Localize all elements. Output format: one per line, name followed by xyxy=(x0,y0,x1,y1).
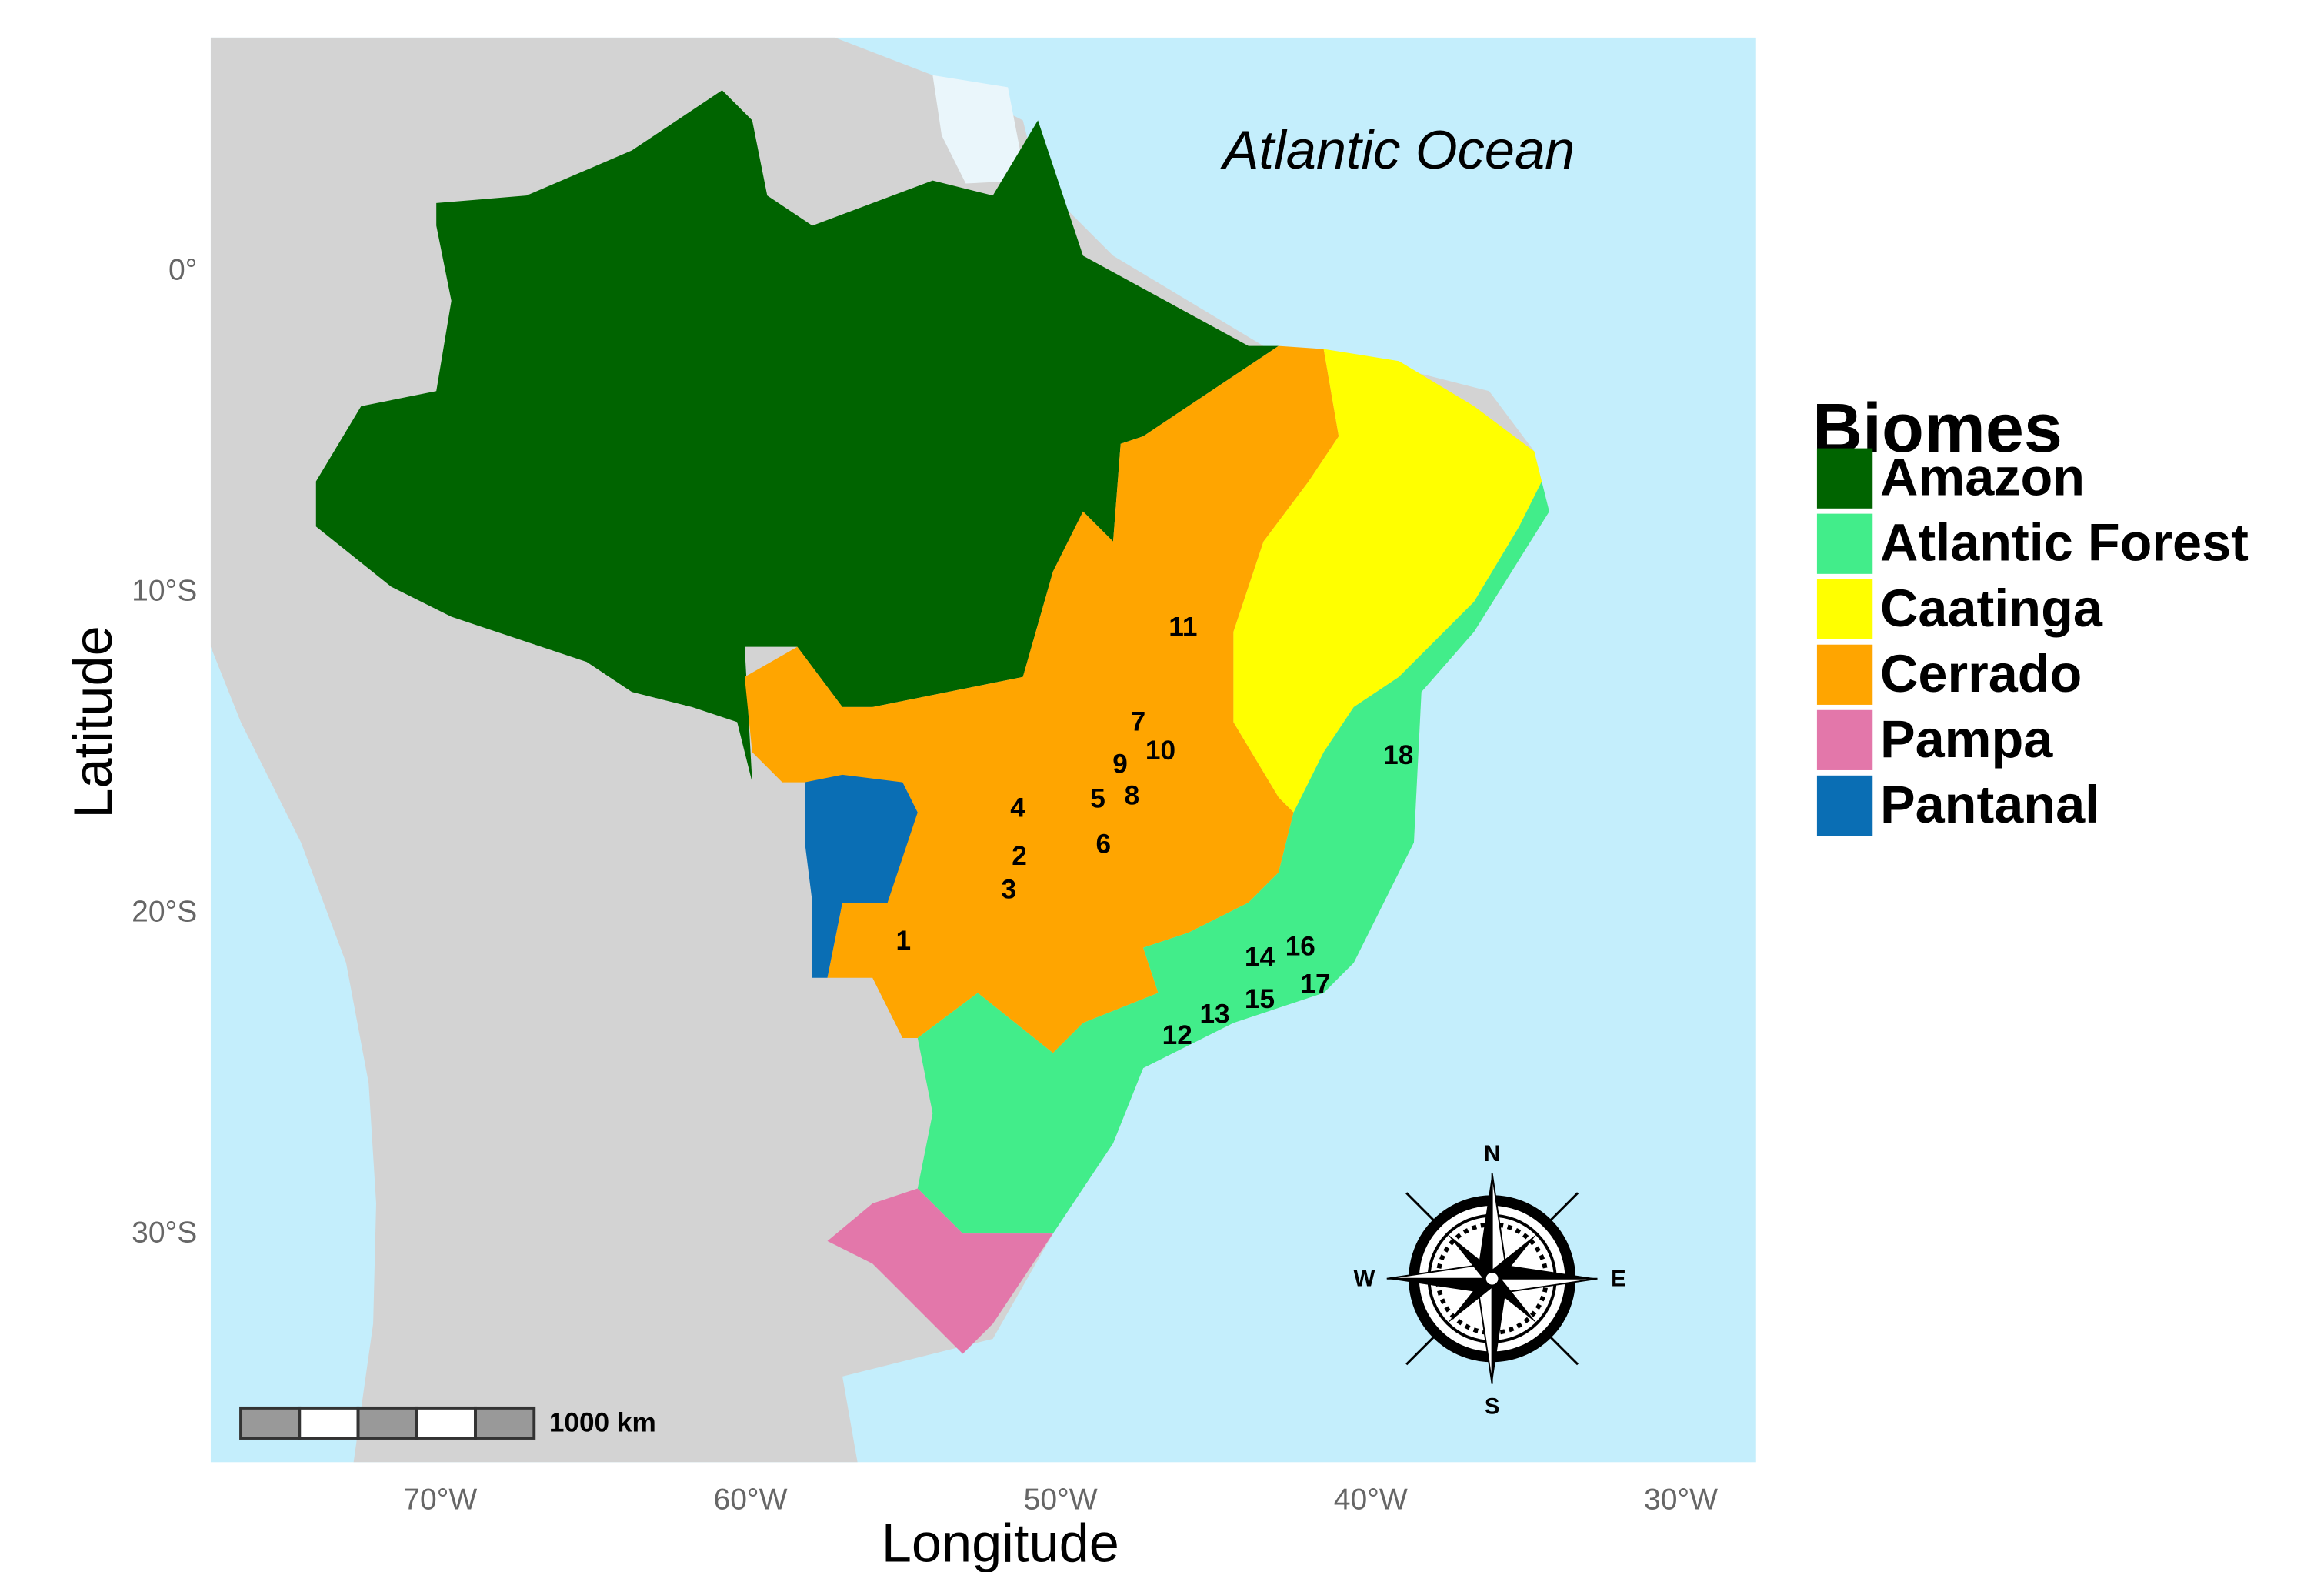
scale-bar: 1000 km xyxy=(239,1406,656,1440)
y-tick-label: 0° xyxy=(168,254,197,287)
y-axis-title: Latitude xyxy=(62,626,123,818)
legend-swatch xyxy=(1816,513,1873,574)
scale-label: 1000 km xyxy=(549,1408,656,1438)
x-axis-title: Longitude xyxy=(882,1512,1119,1572)
site-label: 15 xyxy=(1245,984,1275,1014)
x-tick-label: 30°W xyxy=(1644,1483,1718,1516)
scale-segment xyxy=(474,1406,536,1440)
compass-letter: N xyxy=(1484,1141,1500,1166)
x-tick-label: 60°W xyxy=(713,1483,787,1516)
biome-region xyxy=(1233,349,1542,813)
legend-label: Amazon xyxy=(1880,449,2085,507)
site-label: 12 xyxy=(1162,1020,1192,1050)
legend-swatch xyxy=(1816,709,1873,770)
french-guiana xyxy=(932,75,1026,184)
y-tick-label: 30°S xyxy=(132,1217,197,1250)
legend-label: Pantanal xyxy=(1880,776,2099,834)
site-label: 1 xyxy=(895,926,911,956)
compass-letter: S xyxy=(1485,1394,1500,1420)
legend-label: Pampa xyxy=(1880,710,2053,769)
biome-region xyxy=(315,90,1279,783)
x-tick-label: 50°W xyxy=(1024,1483,1098,1516)
biome-region xyxy=(917,451,1549,1234)
compass-letter: E xyxy=(1611,1266,1626,1291)
site-label: 11 xyxy=(1169,612,1197,642)
site-label: 10 xyxy=(1145,736,1175,766)
scale-segment xyxy=(356,1406,418,1440)
legend-swatch xyxy=(1816,644,1873,705)
site-label: 2 xyxy=(1012,841,1027,871)
site-label: 16 xyxy=(1285,932,1315,962)
site-label: 4 xyxy=(1010,793,1025,823)
compass-center xyxy=(1482,1270,1502,1288)
y-tick-label: 10°S xyxy=(132,575,197,608)
site-label: 8 xyxy=(1125,781,1140,811)
legend-label: Caatinga xyxy=(1880,579,2103,638)
site-label: 18 xyxy=(1383,740,1413,770)
biome-region xyxy=(805,774,918,978)
site-label: 14 xyxy=(1245,942,1275,972)
legend-swatch xyxy=(1816,448,1873,509)
biome-region xyxy=(827,1188,1053,1354)
scale-segment xyxy=(415,1406,477,1440)
scale-segment xyxy=(239,1406,302,1440)
legend-swatch xyxy=(1816,775,1873,836)
legend-swatch xyxy=(1816,579,1873,639)
site-label: 9 xyxy=(1112,749,1128,779)
site-label: 6 xyxy=(1095,829,1111,859)
site-label: 5 xyxy=(1090,784,1105,814)
site-label: 3 xyxy=(1002,874,1017,904)
x-tick-label: 70°W xyxy=(403,1483,477,1516)
scale-segment xyxy=(298,1406,360,1440)
ocean-label: Atlantic Ocean xyxy=(1220,119,1575,180)
compass-letter: W xyxy=(1354,1266,1375,1291)
y-tick-label: 20°S xyxy=(132,896,197,929)
site-label: 17 xyxy=(1300,969,1330,999)
compass: N E S W xyxy=(1354,1141,1626,1419)
site-label: 7 xyxy=(1131,707,1146,737)
x-tick-label: 40°W xyxy=(1334,1483,1408,1516)
site-label: 13 xyxy=(1199,1000,1229,1030)
legend-label: Atlantic Forest xyxy=(1880,514,2249,572)
legend-label: Cerrado xyxy=(1880,645,2082,703)
